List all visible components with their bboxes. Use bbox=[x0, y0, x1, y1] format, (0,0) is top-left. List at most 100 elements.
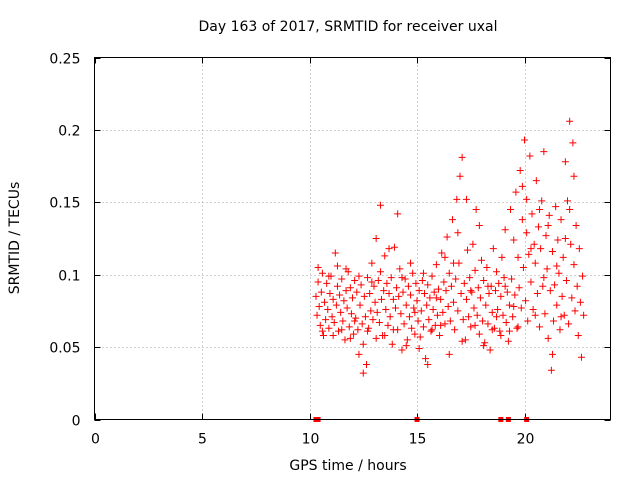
data-point bbox=[415, 287, 423, 295]
data-point bbox=[351, 276, 359, 284]
data-point bbox=[375, 318, 383, 326]
data-point bbox=[554, 236, 562, 244]
data-point bbox=[540, 274, 548, 282]
data-point bbox=[503, 288, 511, 296]
data-point bbox=[405, 313, 413, 321]
data-point bbox=[411, 308, 419, 316]
data-point bbox=[407, 259, 415, 267]
y-tick-label: 0.05 bbox=[49, 341, 80, 357]
data-point bbox=[516, 166, 524, 174]
data-point bbox=[441, 253, 449, 261]
data-point bbox=[341, 336, 349, 344]
data-point bbox=[556, 326, 564, 334]
data-point bbox=[574, 332, 582, 340]
data-point bbox=[550, 317, 558, 325]
data-point bbox=[562, 276, 570, 284]
data-point bbox=[458, 337, 466, 345]
data-point bbox=[542, 232, 550, 240]
data-point bbox=[489, 245, 497, 253]
data-point bbox=[318, 269, 326, 277]
data-point bbox=[384, 321, 392, 329]
data-point bbox=[419, 269, 427, 277]
data-point bbox=[333, 282, 341, 290]
data-point bbox=[370, 282, 378, 290]
data-point bbox=[439, 308, 447, 316]
data-point bbox=[488, 308, 496, 316]
data-point bbox=[580, 311, 588, 319]
data-point bbox=[386, 313, 394, 321]
x-tick-label: 20 bbox=[517, 432, 535, 448]
y-axis-label: SRMTID / TECUs bbox=[7, 182, 23, 295]
data-point bbox=[530, 240, 538, 248]
data-point bbox=[427, 327, 435, 335]
data-point bbox=[483, 263, 491, 271]
data-point bbox=[546, 287, 554, 295]
data-point bbox=[491, 287, 499, 295]
data-point bbox=[484, 282, 492, 290]
data-point bbox=[328, 313, 336, 321]
data-point bbox=[394, 210, 402, 218]
data-point bbox=[525, 250, 533, 258]
data-point bbox=[314, 278, 322, 286]
data-point bbox=[423, 301, 431, 309]
data-point bbox=[342, 265, 350, 273]
data-point bbox=[502, 318, 510, 326]
data-point bbox=[329, 332, 337, 340]
data-point bbox=[456, 172, 464, 180]
data-point bbox=[408, 324, 416, 332]
data-point bbox=[430, 288, 438, 296]
data-point bbox=[389, 295, 397, 303]
data-point bbox=[433, 311, 441, 319]
data-point bbox=[493, 313, 501, 321]
data-point bbox=[528, 210, 536, 218]
data-point bbox=[576, 298, 584, 306]
x-tick-label: 15 bbox=[409, 432, 427, 448]
data-point bbox=[445, 269, 453, 277]
data-point bbox=[354, 326, 362, 334]
data-point bbox=[579, 272, 587, 280]
data-point bbox=[367, 307, 375, 315]
data-point bbox=[325, 324, 333, 332]
data-point bbox=[410, 304, 418, 312]
data-point bbox=[425, 316, 433, 324]
data-point bbox=[476, 294, 484, 302]
data-point bbox=[347, 310, 355, 318]
data-point bbox=[355, 350, 363, 358]
data-point bbox=[518, 182, 526, 190]
data-point bbox=[407, 291, 415, 299]
data-point bbox=[536, 323, 544, 331]
data-point bbox=[510, 236, 518, 244]
data-point bbox=[340, 297, 348, 305]
data-point bbox=[513, 324, 521, 332]
data-point bbox=[382, 305, 390, 313]
data-point bbox=[454, 229, 462, 237]
data-point bbox=[573, 282, 581, 290]
data-point bbox=[472, 206, 480, 214]
data-point bbox=[522, 297, 530, 305]
data-point bbox=[401, 275, 409, 283]
data-point bbox=[398, 274, 406, 282]
data-point bbox=[493, 268, 501, 276]
data-point bbox=[324, 305, 332, 313]
data-point bbox=[486, 346, 494, 354]
data-point bbox=[460, 279, 468, 287]
data-point bbox=[418, 276, 426, 284]
data-point bbox=[451, 326, 459, 334]
data-point bbox=[569, 139, 577, 147]
data-point bbox=[424, 360, 432, 368]
axis-ticks bbox=[94, 57, 611, 421]
data-point bbox=[330, 318, 338, 326]
data-point bbox=[345, 323, 353, 331]
data-point bbox=[462, 295, 470, 303]
plot-frame bbox=[94, 57, 611, 420]
data-point bbox=[553, 301, 561, 309]
data-point bbox=[548, 350, 556, 358]
data-point bbox=[360, 292, 368, 300]
data-point bbox=[510, 303, 518, 311]
data-point bbox=[552, 203, 560, 211]
data-point bbox=[467, 287, 475, 295]
data-point bbox=[422, 355, 430, 363]
data-point bbox=[446, 317, 454, 325]
data-point bbox=[346, 284, 354, 292]
data-point bbox=[417, 307, 425, 315]
